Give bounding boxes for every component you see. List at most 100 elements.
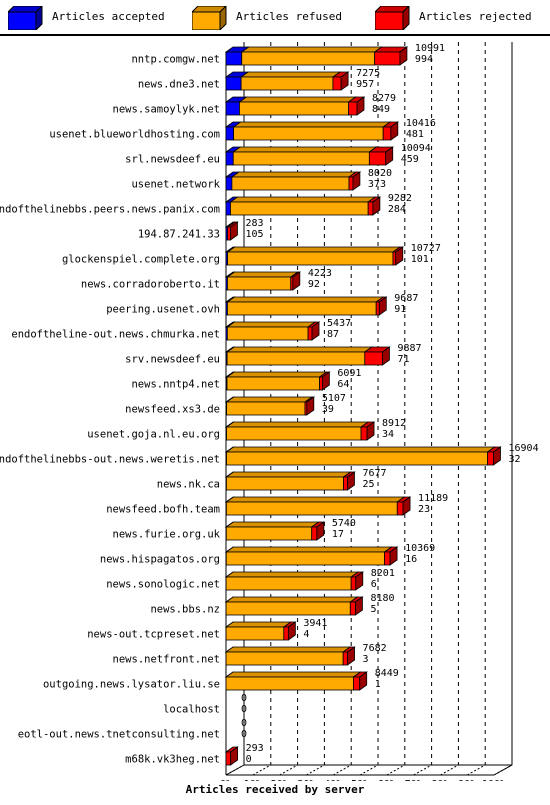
bar-segment-top <box>224 621 293 628</box>
x-tick-label: 90% <box>458 779 476 781</box>
host-label: news-out.tcpreset.net <box>87 629 220 641</box>
accepted-value-label: 16 <box>405 554 417 565</box>
bar-segment-top <box>225 496 406 503</box>
host-label: news.nk.ca <box>157 479 220 491</box>
bar-segment <box>487 451 494 466</box>
bar-segment <box>374 51 401 66</box>
bar-segment <box>360 426 368 441</box>
bar-side <box>356 96 365 116</box>
host-label: nntp.comgw.net <box>131 54 220 66</box>
bar-segment <box>392 251 397 266</box>
accepted-value-label: 373 <box>368 179 386 190</box>
accepted-value-label: 39 <box>322 404 334 415</box>
bar-side <box>399 46 408 66</box>
bar-segment <box>227 226 231 241</box>
bar-side <box>306 396 315 416</box>
bar-side <box>389 546 398 566</box>
total-value-label: 7682 <box>363 643 387 654</box>
bar-segment-top <box>225 521 320 528</box>
total-value-label: 5740 <box>332 518 356 529</box>
floor-gridline <box>332 764 352 776</box>
bar-side <box>382 346 390 366</box>
bar-segment <box>241 51 376 66</box>
total-value-label: 10416 <box>406 118 436 129</box>
host-label: newsfeed.bofh.team <box>106 504 220 516</box>
total-value-label: 8180 <box>370 593 394 604</box>
bar-segment <box>225 51 243 66</box>
bar-side <box>316 521 325 541</box>
total-value-label: 4223 <box>308 268 332 279</box>
bar-side <box>378 296 387 316</box>
bar-segment-top <box>230 171 358 178</box>
host-label: eotl-out.news.tnetconsulting.net <box>18 729 220 741</box>
bar-segment <box>240 76 334 91</box>
accepted-value-label: 5 <box>370 604 376 615</box>
bar-segment-top <box>240 46 383 53</box>
host-label: usenet.blueworldhosting.com <box>49 129 220 141</box>
bar-side <box>292 271 301 291</box>
total-value-label: 5107 <box>322 393 346 404</box>
accepted-value-label: 0 <box>241 729 247 740</box>
accepted-value-label: 17 <box>332 529 344 540</box>
legend-swatch-refused <box>192 6 227 30</box>
bar-segment <box>225 501 398 516</box>
bar-segment <box>225 126 235 141</box>
floor-gridline <box>252 764 272 776</box>
accepted-value-label: 25 <box>362 479 374 490</box>
bar-side <box>366 421 375 441</box>
total-value-label: 293 <box>246 743 264 754</box>
total-value-label: 10369 <box>405 543 435 554</box>
bar-segment <box>227 301 377 316</box>
bar-segment-top <box>224 596 359 603</box>
bar-segment <box>239 101 350 116</box>
bar-segment <box>225 676 354 691</box>
bar-segment <box>382 126 392 141</box>
total-value-label: 9282 <box>388 193 412 204</box>
accepted-value-label: 459 <box>401 154 419 165</box>
host-label: m68k.vk3heg.net <box>125 754 220 766</box>
bar-segment <box>375 301 380 316</box>
host-label: srl.newsdeef.eu <box>125 154 220 166</box>
bar-segment <box>226 451 489 466</box>
host-label: usenet.network <box>131 179 220 191</box>
host-label: news.netfront.net <box>113 654 220 666</box>
x-tick-label: 60% <box>378 779 396 781</box>
floor-gridline <box>493 764 513 776</box>
total-value-label: 16904 <box>508 443 538 454</box>
bar-segment-top <box>238 96 357 103</box>
accepted-value-label: 6 <box>371 579 377 590</box>
host-label: news.bbs.nz <box>150 604 220 616</box>
legend-label-accepted: Articles accepted <box>52 10 165 23</box>
bar-segment <box>225 76 242 91</box>
total-value-label: 6091 <box>337 368 361 379</box>
bar-segment-top <box>226 246 402 253</box>
total-value-label: 8449 <box>375 668 399 679</box>
legend-swatch-accepted <box>8 6 43 30</box>
floor-gridline <box>359 764 379 776</box>
x-tick-label: 10% <box>244 779 262 781</box>
total-value-label: 0 <box>241 693 247 704</box>
bar-segment <box>225 176 233 191</box>
bar-side <box>230 746 239 766</box>
bar-segment-top <box>226 321 317 328</box>
bar-segment <box>353 676 361 691</box>
bar-segment-top <box>224 571 360 578</box>
accepted-value-label: 994 <box>415 54 433 65</box>
bar-segment-top <box>226 271 300 278</box>
bar-segment-top <box>226 296 385 303</box>
host-label: endoftheline-out.news.chmurka.net <box>11 329 220 341</box>
accepted-value-label: 957 <box>356 79 374 90</box>
floor-gridline <box>225 764 245 776</box>
total-value-label: 7275 <box>356 68 380 79</box>
bar-segment-top <box>225 346 374 353</box>
bar-segment <box>349 601 356 616</box>
accepted-value-label: 92 <box>308 279 320 290</box>
accepted-value-label: 0 <box>246 754 252 765</box>
bar-segment <box>226 326 309 341</box>
total-value-label: 5437 <box>327 318 351 329</box>
x-axis-label: Articles received by server <box>185 783 365 796</box>
bar-side <box>395 246 404 266</box>
host-label: usenet.goja.nl.eu.org <box>87 429 220 441</box>
bar-segment <box>225 651 344 666</box>
